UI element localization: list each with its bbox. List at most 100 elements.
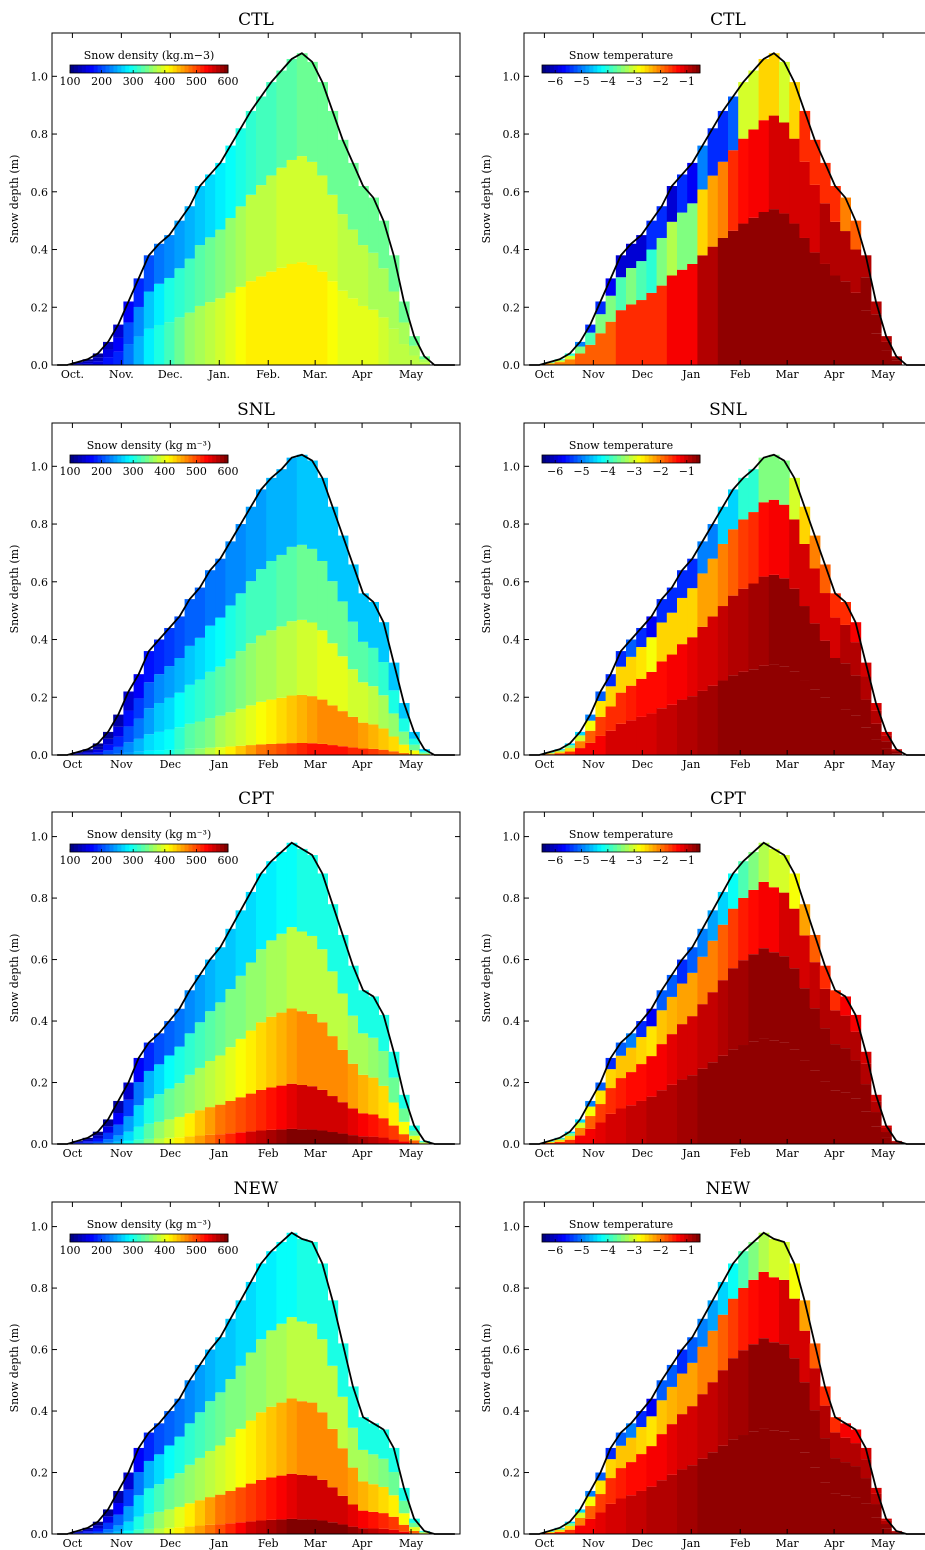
layer-cell-22-4 (276, 1241, 288, 1324)
layer-cell-7-2 (123, 726, 135, 743)
layer-cell-6-2 (113, 1124, 124, 1136)
colorbar-title: Snow density (kg m⁻³) (87, 439, 212, 452)
layer-cell-28-4 (337, 535, 349, 602)
layer-cell-19-0 (717, 1055, 729, 1144)
colorbar-title: Snow density (kg m⁻³) (87, 1218, 212, 1231)
layer-cell-3-1 (82, 1532, 94, 1534)
colorbar-segment (561, 65, 567, 73)
layer-cell-20-1 (256, 185, 267, 277)
layer-cell-16-3 (687, 947, 698, 973)
layer-cell-35-1 (409, 345, 420, 356)
layer-cell-14-2 (194, 679, 206, 722)
layer-cell-12-2 (646, 637, 658, 672)
colorbar-segment (125, 844, 130, 852)
x-tick-label: Mar (776, 1537, 800, 1550)
layer-cell-18-1 (707, 992, 719, 1063)
layer-cell-36-3 (419, 1531, 430, 1533)
layer-cell-14-1 (194, 721, 206, 749)
layer-cell-22-3 (748, 469, 760, 513)
layer-cell-24-0 (768, 209, 780, 365)
layer-cell-11-0 (164, 749, 175, 755)
layer-cell-25-1 (779, 1344, 790, 1432)
layer-cell-12-2 (646, 220, 658, 250)
layer-cell-9-0 (615, 723, 627, 755)
axes-frame (51, 422, 461, 756)
layer-cell-29-4 (347, 965, 359, 1016)
layer-cell-33-3 (860, 1051, 872, 1064)
layer-cell-19-4 (245, 891, 257, 963)
layer-cell-32-0 (850, 1098, 862, 1144)
layer-cell-28-3 (809, 1343, 821, 1369)
x-tick-label: Nov (582, 758, 605, 771)
layer-cell-5-3 (103, 1126, 114, 1133)
layer-cell-4-2 (92, 353, 104, 358)
layer-cell-28-1 (809, 623, 821, 690)
layer-cell-31-1 (368, 252, 379, 310)
layer-cell-22-3 (748, 1241, 760, 1280)
colorbar-segment (640, 1234, 646, 1242)
axes-frame (51, 32, 461, 366)
colorbar-frame (541, 1233, 701, 1243)
layer-cell-17-3 (225, 989, 237, 1048)
layer-cell-11-0 (164, 322, 175, 365)
colorbar-tick-label: −4 (600, 854, 616, 867)
colorbar-segment (696, 844, 701, 852)
layer-cell-27-1 (799, 1382, 811, 1453)
colorbar-segment (624, 455, 630, 463)
colorbar-segment (160, 1234, 166, 1242)
layer-cell-17-3 (697, 1318, 709, 1347)
layer-cell-31-3 (368, 1454, 379, 1485)
depth-line (529, 1231, 925, 1535)
x-tick-label: Feb (730, 1147, 751, 1160)
layer-cell-33-0 (860, 727, 872, 755)
y-tick-label: 0.8 (503, 892, 521, 905)
x-tick-label: May (871, 368, 896, 381)
colorbar-segment (176, 455, 182, 463)
colorbar-segment (216, 844, 221, 852)
layer-cell-28-2 (337, 656, 349, 712)
layer-cell-11-0 (636, 300, 647, 365)
layer-cell-21-1 (738, 960, 749, 1046)
colorbar-segment (101, 844, 107, 852)
x-tick-label: May (399, 1147, 424, 1160)
colorbar-title: Snow temperature (569, 439, 673, 452)
layer-cell-24-2 (768, 887, 780, 953)
layer-cell-10-1 (626, 1462, 637, 1496)
layer-cell-4-2 (564, 353, 576, 356)
layer-cell-29-1 (819, 1028, 831, 1082)
layer-cell-36-0 (891, 360, 902, 365)
layer-cell-14-1 (666, 654, 678, 705)
layer-cell-32-3 (850, 1014, 862, 1032)
layer-cell-33-0 (860, 1111, 872, 1144)
layer-cell-10-3 (154, 1064, 165, 1095)
layer-cell-26-2 (789, 519, 800, 589)
x-tick-label: May (399, 1537, 424, 1550)
layer-cell-29-0 (819, 1482, 831, 1534)
colorbar-segment (557, 455, 563, 463)
layer-cell-34-3 (398, 1108, 410, 1122)
colorbar-segment (545, 1234, 551, 1242)
colorbar-segment (573, 1234, 579, 1242)
colorbar-segment (156, 455, 162, 463)
colorbar-segment (109, 1234, 114, 1242)
colorbar-segment (160, 844, 166, 852)
layer-cell-33-4 (388, 1447, 400, 1473)
layer-cell-18-2 (707, 128, 719, 176)
layer-cell-32-1 (850, 675, 862, 716)
colorbar-tick-label: −6 (547, 465, 563, 478)
panel-title: CTL (238, 10, 274, 30)
layer-cell-13-4 (184, 1380, 196, 1424)
layer-cell-9-1 (615, 277, 627, 311)
layer-cell-29-1 (819, 203, 831, 264)
layer-cell-15-1 (677, 644, 688, 700)
layer-cell-24-1 (296, 694, 308, 743)
colorbar-segment (692, 844, 697, 852)
layer-cell-32-2 (850, 1031, 862, 1061)
layer-cell-32-3 (850, 622, 862, 643)
layer-cell-13-1 (656, 237, 668, 286)
x-tick-label: Jan. (207, 368, 230, 381)
colorbar-tick-label: 500 (186, 75, 207, 88)
colorbar-segment (129, 455, 134, 463)
layer-cell-32-1 (850, 1060, 862, 1099)
